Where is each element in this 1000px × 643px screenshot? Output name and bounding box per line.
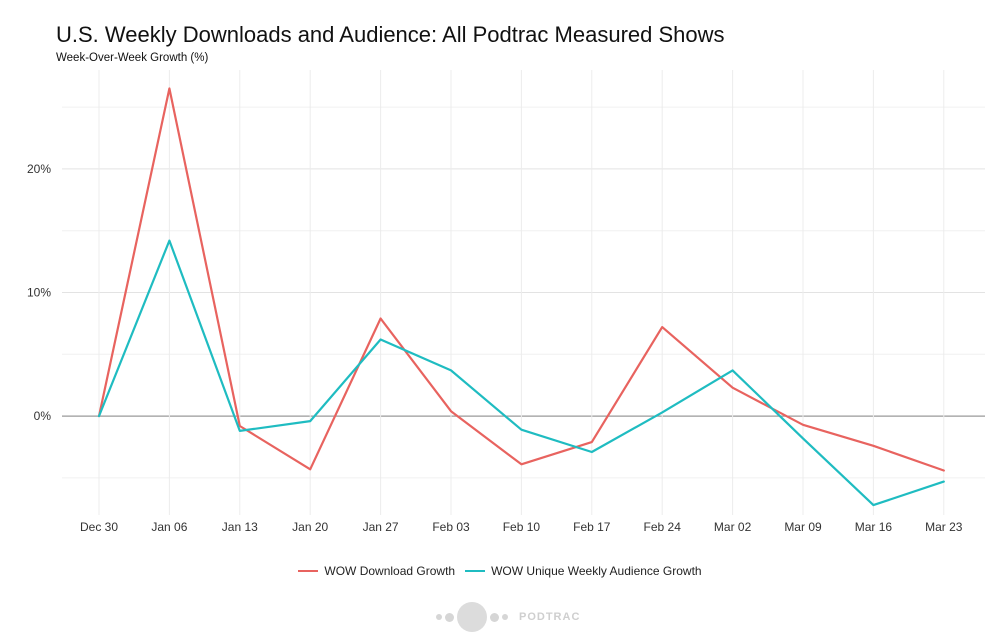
x-tick-label: Jan 13 (222, 520, 258, 534)
x-tick-label: Jan 27 (363, 520, 399, 534)
legend-label-downloads: WOW Download Growth (324, 564, 456, 578)
series-line-downloads (97, 87, 945, 472)
legend-item-audience: WOW Unique Weekly Audience Growth (465, 564, 702, 578)
x-tick-label: Mar 09 (784, 520, 822, 534)
y-tick-label: 10% (27, 286, 51, 300)
y-tick-label: 0% (34, 409, 52, 423)
x-tick-label: Feb 10 (503, 520, 541, 534)
x-tick-label: Mar 23 (925, 520, 963, 534)
grid-layer (62, 70, 985, 515)
legend: WOW Download Growth WOW Unique Weekly Au… (0, 564, 1000, 578)
legend-swatch-downloads (298, 570, 319, 572)
y-tick-labels: 0% 10% 20% (27, 162, 51, 423)
x-tick-labels: Dec 30 Jan 06 Jan 13 Jan 20 Jan 27 Feb 03 Feb … (80, 520, 963, 534)
series-layer (97, 87, 945, 507)
line-chart: Dec 30 Jan 06 Jan 13 Jan 20 Jan 27 Feb 03 Feb … (27, 70, 985, 534)
y-tick-label: 20% (27, 162, 51, 176)
logo-dots-icon (436, 602, 511, 632)
x-tick-label: Feb 03 (432, 520, 470, 534)
legend-item-downloads: WOW Download Growth (298, 564, 455, 578)
x-tick-label: Mar 16 (855, 520, 893, 534)
x-tick-label: Jan 20 (292, 520, 328, 534)
x-tick-label: Feb 24 (644, 520, 682, 534)
legend-swatch-audience (465, 570, 486, 572)
x-tick-label: Dec 30 (80, 520, 118, 534)
chart-subtitle: Week-Over-Week Growth (%) (56, 52, 209, 64)
x-tick-label: Mar 02 (714, 520, 752, 534)
x-tick-label: Jan 06 (151, 520, 187, 534)
chart-title: U.S. Weekly Downloads and Audience: All … (56, 22, 725, 47)
series-line-audience (97, 239, 945, 507)
logo-text: PODTRAC (519, 611, 581, 623)
legend-label-audience: WOW Unique Weekly Audience Growth (491, 564, 702, 578)
x-tick-label: Feb 17 (573, 520, 611, 534)
podtrac-logo: PODTRAC (436, 602, 580, 632)
